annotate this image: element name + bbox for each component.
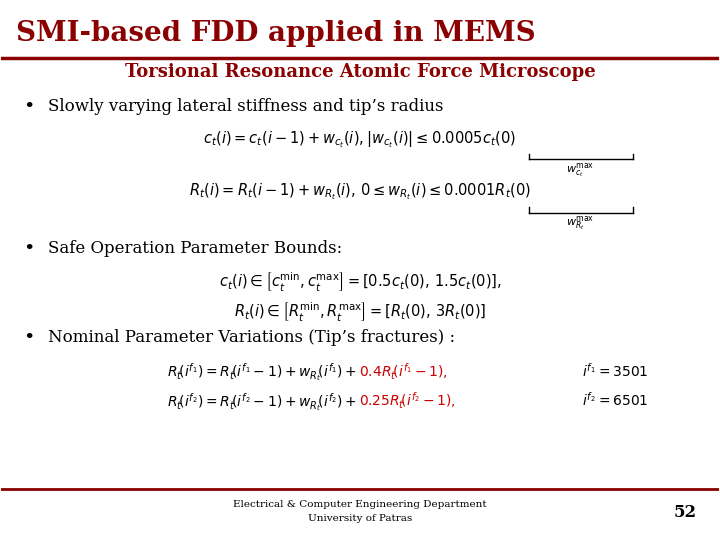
Text: $c_t(i) = c_t(i-1) + w_{c_t}(i),\left|w_{c_t}(i)\right| \leq 0.0005c_t(0)$: $c_t(i) = c_t(i-1) + w_{c_t}(i),\left|w_… xyxy=(204,129,516,150)
Text: $R_t(i) = R_t(i-1) + w_{R_t}(i),\, 0 \leq w_{R_t}(i) \leq 0.0001R_t(0)$: $R_t(i) = R_t(i-1) + w_{R_t}(i),\, 0 \le… xyxy=(189,181,531,202)
Text: Nominal Parameter Variations (Tip’s fractures) :: Nominal Parameter Variations (Tip’s frac… xyxy=(48,329,455,346)
Text: $w_{R_t}^{\mathrm{max}}$: $w_{R_t}^{\mathrm{max}}$ xyxy=(567,215,595,233)
Text: $c_t(i) \in \left[c_t^{\mathrm{min}}, c_t^{\mathrm{max}}\right] = [0.5c_t(0),\, : $c_t(i) \in \left[c_t^{\mathrm{min}}, c_… xyxy=(219,271,501,294)
Text: •: • xyxy=(23,240,35,259)
Text: $i^{f_1}=3501$: $i^{f_1}=3501$ xyxy=(582,361,649,379)
Text: $w_{c_t}^{\mathrm{max}}$: $w_{c_t}^{\mathrm{max}}$ xyxy=(567,162,595,180)
Text: •: • xyxy=(23,98,35,116)
Text: Electrical & Computer Engineering Department: Electrical & Computer Engineering Depart… xyxy=(233,500,487,509)
Text: University of Patras: University of Patras xyxy=(308,515,412,523)
Text: SMI-based FDD applied in MEMS: SMI-based FDD applied in MEMS xyxy=(16,20,536,47)
Text: $R_t(i) \in \left[R_t^{\mathrm{min}}, R_t^{\mathrm{max}}\right] = \left[R_t(0),\: $R_t(i) \in \left[R_t^{\mathrm{min}}, R_… xyxy=(234,301,486,325)
Text: Safe Operation Parameter Bounds:: Safe Operation Parameter Bounds: xyxy=(48,240,342,258)
Text: •: • xyxy=(23,329,35,347)
Text: $0.4R_t\!\left(i^{f_1}-1\right),$: $0.4R_t\!\left(i^{f_1}-1\right),$ xyxy=(359,361,447,382)
Text: $i^{f_2}=6501$: $i^{f_2}=6501$ xyxy=(582,391,649,409)
Text: Torsional Resonance Atomic Force Microscope: Torsional Resonance Atomic Force Microsc… xyxy=(125,63,595,81)
Text: 52: 52 xyxy=(674,504,697,521)
Text: $R_t\!\left(i^{f_2}\right)= R_t\!\left(i^{f_2}-1\right)+ w_{R_t}\!\left(i^{f_2}\: $R_t\!\left(i^{f_2}\right)= R_t\!\left(i… xyxy=(167,391,356,413)
Text: $R_t\!\left(i^{f_1}\right)= R_t\!\left(i^{f_1}-1\right)+ w_{R_t}\!\left(i^{f_1}\: $R_t\!\left(i^{f_1}\right)= R_t\!\left(i… xyxy=(167,361,356,383)
Text: Slowly varying lateral stiffness and tip’s radius: Slowly varying lateral stiffness and tip… xyxy=(48,98,444,115)
Text: $0.25R_t\!\left(i^{f_2}-1\right),$: $0.25R_t\!\left(i^{f_2}-1\right),$ xyxy=(359,391,455,411)
